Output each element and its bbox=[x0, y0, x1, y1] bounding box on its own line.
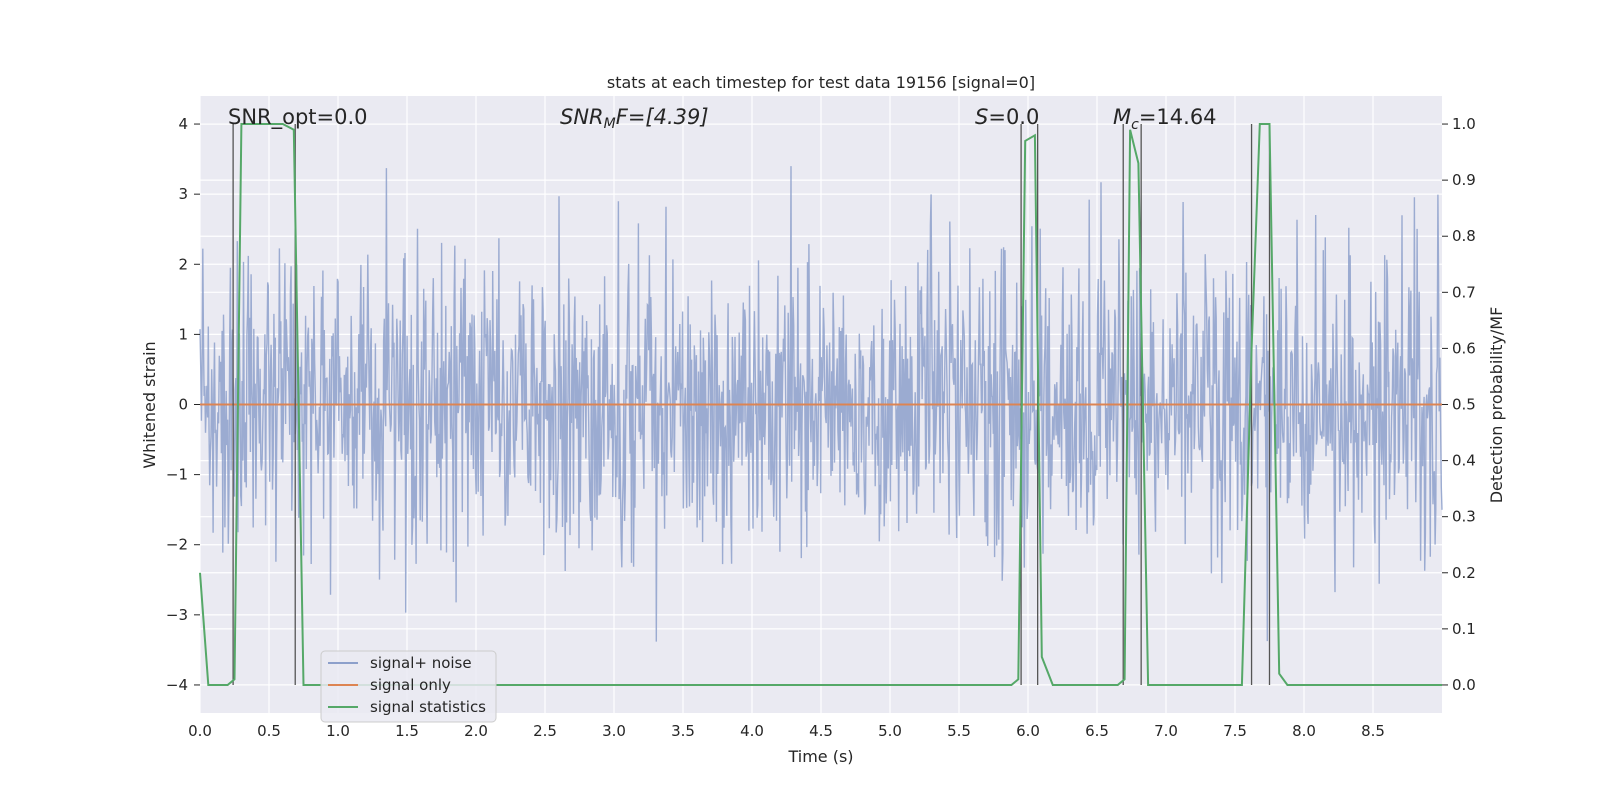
y-right-tick-label: 0.0 bbox=[1452, 676, 1476, 694]
x-tick-label: 4.0 bbox=[740, 722, 764, 740]
y-right-tick-label: 0.4 bbox=[1452, 452, 1476, 470]
axis-ticks: 0.0 0.5 1.0 1.5 2.0 2.5 3.0 3.5 4.0 4.5 5.0 5.5 6.0 6… bbox=[166, 115, 1476, 740]
y-right-tick-label: 0.6 bbox=[1452, 339, 1476, 357]
y-tick-label: −4 bbox=[166, 676, 188, 694]
y-tick-label: 3 bbox=[178, 185, 188, 203]
y-tick-label: 4 bbox=[178, 115, 188, 133]
y-tick-label: 1 bbox=[178, 325, 188, 343]
y-right-tick-label: 0.1 bbox=[1452, 620, 1476, 638]
y-right-tick-label: 0.3 bbox=[1452, 508, 1476, 526]
y-axis-right-label: Detection probability/MF bbox=[1487, 307, 1506, 504]
legend-label-signal-statistics: signal statistics bbox=[370, 698, 486, 716]
y-tick-label: −3 bbox=[166, 606, 188, 624]
legend-box bbox=[320, 650, 497, 723]
series-signal-statistics bbox=[199, 123, 1442, 686]
x-tick-label: 5.0 bbox=[878, 722, 902, 740]
x-tick-label: 2.5 bbox=[533, 722, 557, 740]
legend-label-signal-noise: signal+ noise bbox=[370, 654, 472, 672]
x-tick-label: 6.0 bbox=[1016, 722, 1040, 740]
x-tick-label: 3.0 bbox=[602, 722, 626, 740]
x-tick-label: 0.0 bbox=[188, 722, 212, 740]
annotation-snr-mf: SNRMF=[4.39] bbox=[560, 105, 709, 132]
annotation-s: S=0.0 bbox=[975, 105, 1039, 129]
x-axis-label: Time (s) bbox=[787, 747, 853, 766]
signal-statistics-line bbox=[199, 123, 1442, 686]
y-right-tick-label: 0.2 bbox=[1452, 564, 1476, 582]
x-tick-label: 2.0 bbox=[464, 722, 488, 740]
x-tick-label: 8.0 bbox=[1292, 722, 1316, 740]
x-tick-label: 1.5 bbox=[395, 722, 419, 740]
x-tick-label: 5.5 bbox=[947, 722, 971, 740]
legend-label-signal-only: signal only bbox=[370, 676, 451, 694]
y-axis-label: Whitened strain bbox=[140, 341, 159, 468]
x-tick-label: 7.0 bbox=[1154, 722, 1178, 740]
legend: signal+ noise signal only signal statist… bbox=[320, 650, 497, 723]
y-right-tick-label: 0.8 bbox=[1452, 227, 1476, 245]
y-tick-label: −1 bbox=[166, 466, 188, 484]
annotation-mc: Mc=14.64 bbox=[1113, 105, 1217, 133]
y-right-tick-label: 1.0 bbox=[1452, 115, 1476, 133]
y-tick-label: 0 bbox=[178, 396, 188, 414]
signal-noise-line bbox=[199, 166, 1443, 642]
x-tick-label: 7.5 bbox=[1223, 722, 1247, 740]
y-tick-label: −2 bbox=[166, 536, 188, 554]
annotation-snr-opt: SNR_opt=0.0 bbox=[228, 105, 368, 130]
x-tick-label: 6.5 bbox=[1085, 722, 1109, 740]
x-tick-label: 4.5 bbox=[809, 722, 833, 740]
y-right-tick-label: 0.9 bbox=[1452, 171, 1476, 189]
y-right-tick-label: 0.7 bbox=[1452, 283, 1476, 301]
x-tick-label: 0.5 bbox=[257, 722, 281, 740]
series-signal-noise bbox=[199, 166, 1443, 642]
y-right-tick-label: 0.5 bbox=[1452, 396, 1476, 414]
x-tick-label: 8.5 bbox=[1361, 722, 1385, 740]
y-tick-label: 2 bbox=[178, 255, 188, 273]
chart-title: stats at each timestep for test data 191… bbox=[607, 73, 1035, 92]
x-tick-label: 1.0 bbox=[326, 722, 350, 740]
x-tick-label: 3.5 bbox=[671, 722, 695, 740]
